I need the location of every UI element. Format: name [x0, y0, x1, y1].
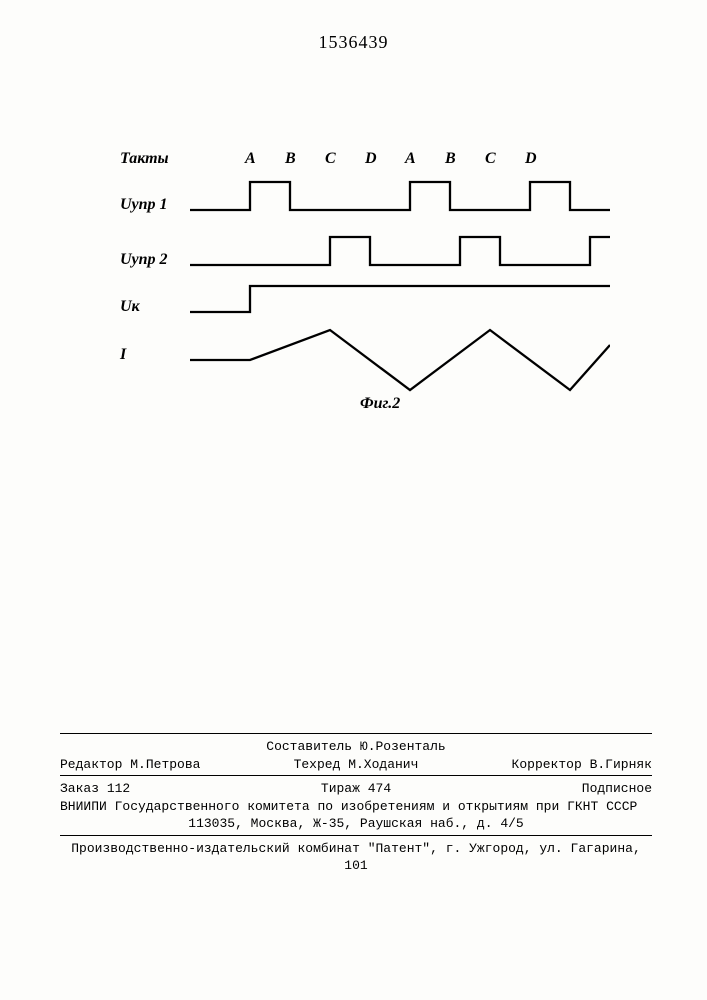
footer-block: Составитель Ю.Розенталь Редактор М.Петро…: [60, 731, 652, 875]
waveform-label: Uупр 1: [120, 196, 168, 214]
figure-caption: Фиг.2: [360, 395, 400, 413]
credits-row-2: Редактор М.Петрова Техред М.Ходанич Корр…: [60, 756, 652, 774]
waveform-path: [190, 286, 610, 312]
tick-label: B: [285, 150, 296, 168]
waveform-path: [190, 237, 610, 265]
waveform-label: Uупр 2: [120, 251, 168, 269]
diagram-svg: [90, 150, 610, 410]
org-line-2: 113035, Москва, Ж-35, Раушская наб., д. …: [60, 815, 652, 833]
waveform-label: Uк: [120, 298, 140, 316]
waveform-path: [190, 330, 610, 390]
org-address: ВНИИПИ Государственного комитета по изоб…: [60, 798, 652, 833]
compiler: Составитель Ю.Розенталь: [266, 738, 445, 756]
editor: Редактор М.Петрова: [60, 756, 200, 774]
ticks-row-label: Такты: [120, 150, 169, 168]
timing-diagram: Такты A B C D A B C D Uупр 1 Uупр 2 Uк I Фиг.2: [90, 150, 610, 410]
order-row: Заказ 112 Тираж 474 Подписное: [60, 780, 652, 798]
techred: Техред М.Ходанич: [294, 756, 419, 774]
tick-label: C: [325, 150, 336, 168]
org-line-1: ВНИИПИ Государственного комитета по изоб…: [60, 798, 652, 816]
signed: Подписное: [582, 780, 652, 798]
corrector: Корректор В.Гирняк: [512, 756, 652, 774]
tick-label: D: [365, 150, 377, 168]
footer-rule-3: [60, 835, 652, 836]
credits-row-1: Составитель Ю.Розенталь: [60, 738, 652, 756]
document-number: 1536439: [0, 32, 707, 53]
waveform-path: [190, 182, 610, 210]
page: 1536439 Такты A B C D A B C D Uупр 1 Uупр 2 Uк I Фиг.…: [0, 0, 707, 1000]
tick-label: B: [445, 150, 456, 168]
tick-label: A: [405, 150, 416, 168]
publisher: Производственно-издательский комбинат "П…: [60, 840, 652, 875]
tick-label: A: [245, 150, 256, 168]
order: Заказ 112: [60, 780, 130, 798]
footer-rule-1: [60, 733, 652, 734]
waveform-label: I: [120, 346, 126, 364]
print-run: Тираж 474: [321, 780, 391, 798]
tick-label: D: [525, 150, 537, 168]
footer-rule-2: [60, 775, 652, 776]
tick-label: C: [485, 150, 496, 168]
